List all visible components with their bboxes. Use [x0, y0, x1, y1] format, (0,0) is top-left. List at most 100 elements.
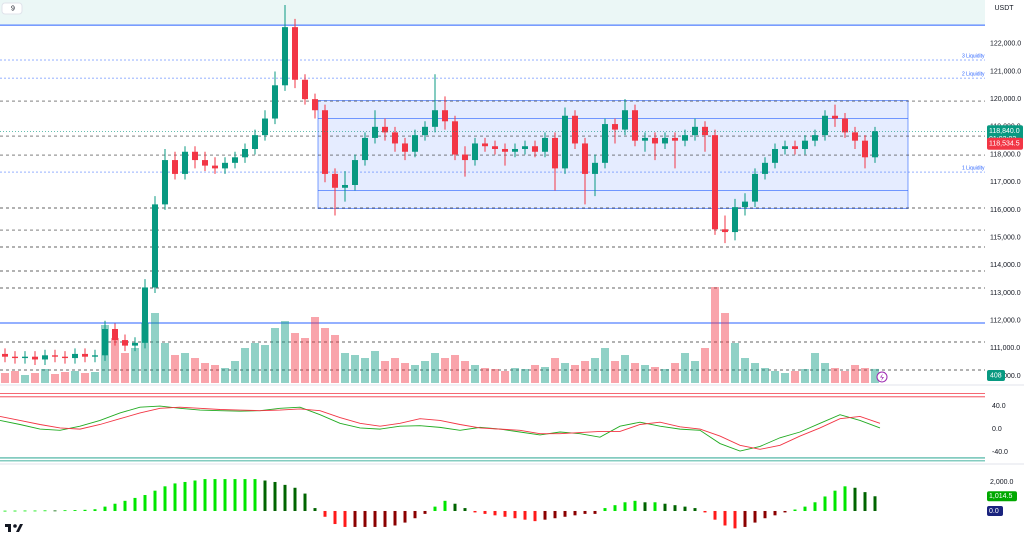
candle-body [862, 140, 868, 158]
logo-shape [5, 524, 11, 532]
candle-body [142, 287, 148, 343]
histogram-bar [63, 510, 67, 512]
y-tick-label: 113,000.0 [990, 290, 1021, 297]
volume-bar [571, 365, 579, 383]
oscillator-line [0, 406, 881, 450]
histogram-bar [13, 510, 17, 512]
candle-body [222, 162, 228, 169]
volume-bar [171, 355, 179, 383]
volume-bar [361, 358, 369, 383]
interval-badge[interactable] [1, 2, 23, 15]
y-tick-label: 40.0 [992, 403, 1006, 410]
histogram-bar [383, 510, 387, 527]
y-tick-label: 122,000.0 [990, 41, 1021, 48]
histogram-bar [413, 510, 417, 519]
range-box [317, 100, 909, 209]
volume-bar [541, 367, 549, 383]
volume-bar [231, 361, 239, 383]
candle-body [772, 148, 778, 163]
candle-body [422, 126, 428, 136]
histogram-bar [23, 510, 27, 512]
volume-bar [281, 321, 289, 383]
histogram-bar [103, 506, 107, 511]
volume-bar [191, 358, 199, 383]
candle-body [312, 99, 318, 111]
candle-body [472, 143, 478, 161]
candle-body [352, 160, 358, 185]
candle-body [642, 137, 648, 141]
volume-bar [551, 358, 559, 383]
volume-bar [751, 363, 759, 383]
volume-bar [211, 365, 219, 383]
volume-bar [111, 338, 119, 383]
histogram-bar [93, 509, 97, 511]
candle-body [542, 137, 548, 152]
histogram-bar [433, 506, 437, 511]
candle-body [822, 115, 828, 136]
histogram-bar [113, 503, 117, 511]
histogram-bar [853, 487, 857, 511]
volume-bar [201, 363, 209, 383]
candle-body [242, 148, 248, 158]
histogram-bar [663, 503, 667, 511]
volume-bar [511, 368, 519, 383]
candle-body [562, 115, 568, 169]
candle-body [522, 146, 528, 149]
histogram-bar [623, 502, 627, 511]
y-tick-label: 115,000.0 [990, 234, 1021, 241]
histogram-bar [283, 484, 287, 511]
histogram-bar [613, 505, 617, 511]
volume-bar [651, 367, 659, 383]
volume-bar [451, 355, 459, 383]
histogram-bar [203, 479, 207, 511]
candle-body [172, 160, 178, 174]
currency: USDT [994, 5, 1014, 12]
candle-body [2, 353, 8, 357]
candle-body [692, 126, 698, 136]
histogram-bar [673, 505, 677, 511]
y-tick-label: 110,000.0 [990, 373, 1021, 380]
volume-bar [621, 355, 629, 383]
histogram-bar [53, 510, 57, 512]
volume-bar [481, 368, 489, 383]
volume-bar [261, 345, 269, 383]
histogram-bar [653, 502, 657, 511]
histogram-bar [843, 486, 847, 511]
volume-bar [181, 353, 189, 383]
volume-bar [701, 348, 709, 383]
signal-tag-label: 0.0 [989, 508, 999, 515]
volume-bar [491, 369, 499, 383]
candle-body [82, 353, 88, 357]
volume-bar [801, 369, 809, 383]
volume-bar [11, 371, 19, 383]
histogram-bar [273, 481, 277, 511]
volume-bar [631, 363, 639, 383]
volume-bar [31, 373, 39, 383]
volume-bar [271, 328, 279, 383]
histogram-bar [563, 510, 567, 517]
candle-body [792, 146, 798, 149]
volume-bar [81, 373, 89, 383]
histogram-bar [793, 509, 797, 511]
histogram-bar [783, 510, 787, 513]
volume-bar [851, 365, 859, 383]
candle-body [592, 162, 598, 174]
candle-body [662, 137, 668, 144]
volume-bar [771, 371, 779, 383]
candle-body [102, 328, 108, 356]
candle-body [602, 124, 608, 163]
histogram-bar [533, 510, 537, 522]
volume-bar [781, 373, 789, 383]
y-tick-label: 112,000.0 [990, 318, 1021, 325]
histogram-bar [503, 510, 507, 517]
histogram-bar [83, 509, 87, 511]
candle-body [622, 110, 628, 130]
histogram-bar [323, 510, 327, 517]
volume-bar [461, 361, 469, 383]
histogram-bar [403, 510, 407, 523]
candle-body [492, 146, 498, 149]
histogram-bar [873, 496, 877, 511]
candle-body [322, 110, 328, 174]
histogram-bar [713, 510, 717, 520]
candle-body [652, 137, 658, 144]
